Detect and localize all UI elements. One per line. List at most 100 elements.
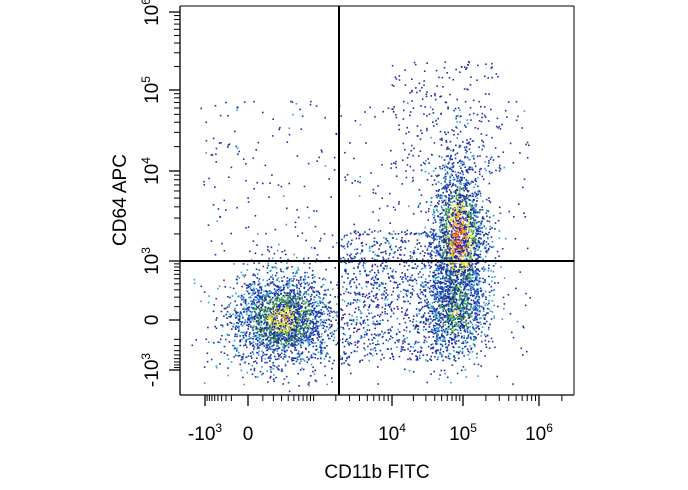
- event-point: [436, 343, 439, 345]
- event-point: [473, 301, 475, 304]
- event-point: [433, 272, 435, 274]
- event-point: [276, 332, 278, 334]
- event-point: [286, 298, 289, 300]
- event-point: [249, 332, 251, 334]
- event-point: [422, 293, 424, 296]
- event-point: [473, 270, 476, 273]
- event-point: [479, 280, 482, 283]
- event-point: [474, 183, 477, 186]
- event-point: [310, 295, 312, 298]
- event-point: [454, 226, 457, 228]
- event-point: [305, 348, 307, 351]
- event-point: [304, 307, 307, 310]
- event-point: [462, 229, 465, 232]
- event-point: [471, 233, 474, 236]
- event-point: [458, 213, 461, 216]
- event-point: [259, 310, 261, 313]
- event-point: [292, 275, 295, 277]
- event-point: [441, 344, 443, 346]
- event-point: [463, 237, 466, 239]
- event-point: [437, 286, 440, 289]
- event-point: [305, 322, 308, 325]
- event-point: [288, 356, 291, 358]
- event-point: [471, 199, 474, 202]
- event-point: [455, 270, 457, 273]
- event-point: [297, 343, 300, 345]
- event-point: [269, 310, 271, 313]
- event-point: [248, 308, 250, 311]
- event-point: [462, 366, 465, 368]
- event-point: [295, 340, 298, 342]
- event-point: [459, 284, 461, 286]
- event-point: [449, 300, 451, 302]
- event-point: [459, 303, 462, 306]
- event-point: [295, 327, 298, 329]
- event-point: [460, 289, 462, 292]
- event-point: [448, 189, 451, 191]
- event-point: [279, 339, 282, 342]
- event-point: [291, 289, 293, 291]
- event-point: [261, 339, 263, 341]
- event-point: [265, 327, 268, 330]
- event-point: [468, 251, 470, 254]
- event-point: [465, 255, 467, 258]
- event-point: [316, 300, 318, 303]
- event-point: [300, 305, 302, 307]
- event-point: [437, 268, 440, 270]
- event-point: [304, 336, 306, 338]
- event-point: [447, 202, 449, 205]
- event-point: [481, 227, 483, 229]
- event-point: [461, 273, 464, 276]
- event-point: [500, 266, 502, 268]
- event-point: [264, 353, 266, 356]
- event-point: [273, 324, 276, 326]
- event-point: [419, 350, 422, 352]
- event-point: [254, 308, 256, 310]
- event-point: [456, 188, 458, 191]
- event-point: [227, 367, 229, 369]
- event-point: [466, 278, 469, 280]
- event-point: [243, 383, 245, 386]
- event-point: [271, 276, 274, 279]
- event-point: [274, 284, 277, 287]
- event-point: [280, 329, 283, 331]
- event-point: [451, 310, 454, 313]
- event-point: [270, 331, 272, 334]
- event-point: [337, 322, 339, 325]
- event-point: [463, 163, 465, 166]
- event-point: [440, 267, 442, 269]
- event-point: [247, 328, 249, 330]
- event-point: [432, 305, 434, 308]
- event-point: [474, 278, 477, 281]
- event-point: [482, 242, 485, 245]
- event-point: [266, 301, 268, 304]
- event-point: [317, 357, 319, 360]
- event-point: [270, 292, 272, 294]
- event-point: [283, 331, 286, 333]
- event-point: [293, 315, 295, 317]
- event-point: [341, 309, 344, 311]
- event-point: [248, 319, 251, 321]
- event-point: [283, 339, 286, 341]
- event-point: [301, 358, 304, 360]
- event-point: [444, 290, 447, 292]
- event-point: [460, 286, 462, 289]
- event-point: [281, 277, 283, 279]
- event-point: [463, 258, 466, 261]
- event-point: [256, 301, 258, 304]
- event-point: [287, 346, 290, 349]
- event-point: [459, 202, 461, 204]
- event-point: [450, 234, 453, 236]
- event-point: [276, 292, 279, 295]
- event-point: [252, 320, 255, 323]
- event-point: [472, 339, 475, 341]
- event-point: [465, 211, 467, 214]
- event-point: [332, 288, 334, 290]
- event-point: [454, 297, 456, 300]
- event-point: [474, 226, 477, 229]
- event-point: [424, 299, 426, 302]
- event-point: [469, 222, 472, 224]
- event-point: [334, 296, 336, 298]
- event-point: [273, 288, 276, 290]
- event-point: [490, 285, 493, 288]
